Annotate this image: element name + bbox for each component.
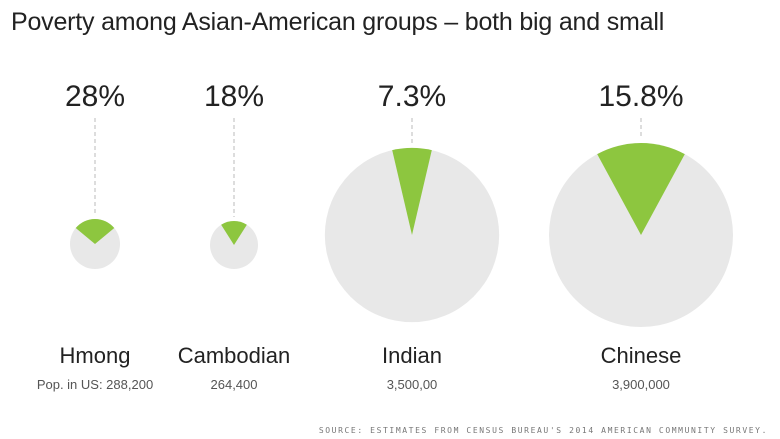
pie-wedge-cambodian <box>221 221 247 245</box>
poverty-label-cambodian: 18% <box>204 80 264 113</box>
population-label-hmong: Pop. in US: 288,200 <box>37 377 153 392</box>
poverty-label-indian: 7.3% <box>378 80 446 113</box>
poverty-label-hmong: 28% <box>65 80 125 113</box>
poverty-label-chinese: 15.8% <box>598 80 683 113</box>
pie-wedge-chinese <box>597 142 685 235</box>
group-name-hmong: Hmong <box>60 343 131 368</box>
pie-wedge-hmong <box>75 218 115 244</box>
group-name-indian: Indian <box>382 343 442 368</box>
pie-wedge-indian <box>392 147 432 235</box>
population-label-indian: 3,500,00 <box>387 377 438 392</box>
group-name-cambodian: Cambodian <box>178 343 291 368</box>
population-label-chinese: 3,900,000 <box>612 377 670 392</box>
population-label-cambodian: 264,400 <box>211 377 258 392</box>
group-name-chinese: Chinese <box>601 343 682 368</box>
source-note: SOURCE: ESTIMATES FROM CENSUS BUREAU'S 2… <box>318 426 768 435</box>
chart-title: Poverty among Asian-American groups – bo… <box>11 8 665 36</box>
